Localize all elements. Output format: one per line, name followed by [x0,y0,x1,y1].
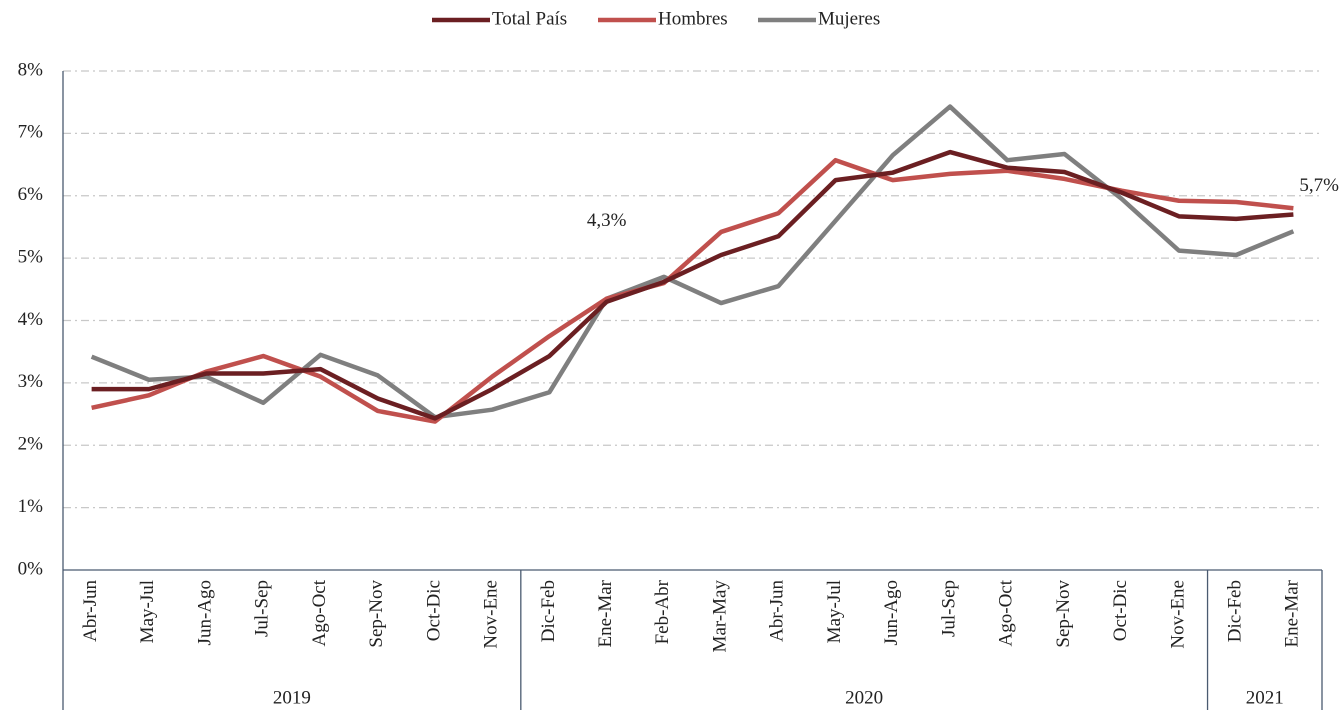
legend-label: Total País [492,8,567,29]
series-line [91,157,1294,424]
group-label: 2020 [845,687,883,708]
data-label: 5,7% [1299,175,1339,196]
x-tick-label: Ago-Oct [309,579,330,646]
x-tick-label: Sep-Nov [366,580,387,648]
x-tick-label: Abr-Jun [767,580,788,642]
y-tick-label: 7% [18,122,44,143]
x-tick-label: May-Jul [137,580,158,643]
series-line [91,149,1294,421]
group-label: 2021 [1246,687,1284,708]
x-tick-label: Oct-Dic [1110,580,1131,641]
x-tick-label: Jul-Sep [252,580,273,637]
x-tick-label: Jul-Sep [938,580,959,637]
group-label: 2019 [273,687,311,708]
data-label: 4,3% [587,210,627,231]
x-tick-label: Ago-Oct [996,579,1017,646]
x-tick-label: Jun-Ago [881,580,902,645]
x-tick-label: Nov-Ene [1167,580,1188,649]
legend-label: Mujeres [818,8,880,29]
x-tick-label: Dic-Feb [538,580,559,642]
x-tick-label: Abr-Jun [80,580,101,642]
y-tick-label: 2% [18,434,44,455]
series-line [90,104,1295,420]
y-tick-label: 6% [18,184,44,205]
x-tick-label: Mar-May [709,580,730,653]
x-tick-label: Jun-Ago [194,580,215,645]
x-tick-label: May-Jul [824,580,845,643]
x-tick-label: Dic-Feb [1225,580,1246,642]
x-tick-label: Sep-Nov [1053,580,1074,648]
y-tick-label: 4% [18,309,44,330]
y-tick-label: 5% [18,246,44,267]
y-tick-label: 3% [18,371,44,392]
y-tick-label: 8% [18,59,44,80]
x-tick-label: Feb-Abr [652,579,673,644]
y-tick-label: 1% [18,496,44,517]
legend-label: Hombres [658,8,728,29]
x-tick-label: Oct-Dic [423,580,444,641]
x-tick-label: Nov-Ene [481,580,502,649]
y-tick-label: 0% [18,558,44,579]
x-tick-label: Ene-Mar [595,579,616,647]
x-tick-label: Ene-Mar [1282,579,1303,647]
